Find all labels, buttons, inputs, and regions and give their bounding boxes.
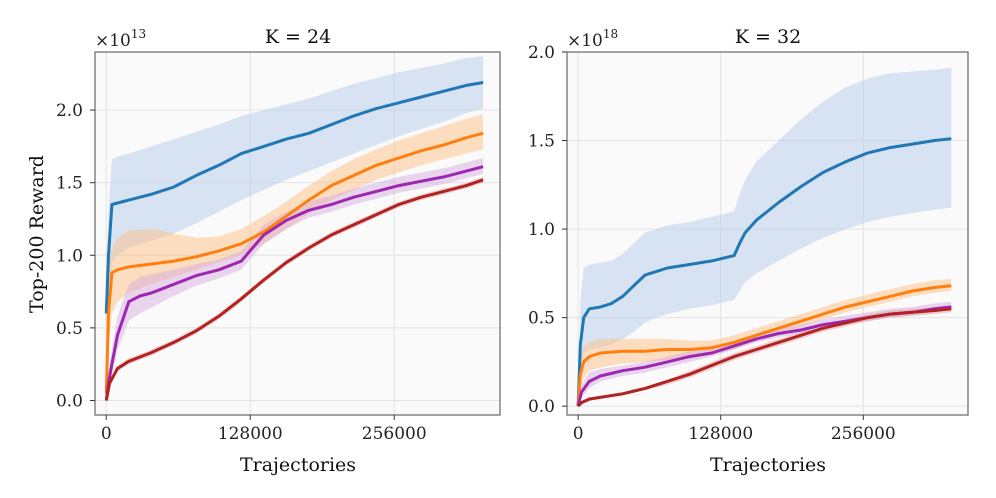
y-tick-label: 2.0 bbox=[56, 101, 83, 121]
y-tick-label: 1.0 bbox=[528, 220, 555, 240]
series-line-3 bbox=[577, 307, 952, 408]
y-multiplier: ×1018 bbox=[567, 27, 618, 51]
y-tick-label: 0.0 bbox=[528, 397, 555, 417]
x-tick-label: 128000 bbox=[688, 424, 753, 444]
series-line-0 bbox=[104, 81, 484, 314]
plot-background bbox=[95, 52, 500, 415]
chart-k24: 0 128000 256000 0.0 0.5 1.0 1.5 2.0 ×1013 K = 2… bbox=[26, 26, 501, 476]
y-multiplier-exponent: 18 bbox=[603, 27, 618, 41]
chart-title: K = 32 bbox=[735, 26, 801, 48]
x-tick-label: 128000 bbox=[218, 424, 283, 444]
x-tick-label: 256000 bbox=[362, 424, 427, 444]
y-axis-label: Top-200 Reward bbox=[26, 155, 48, 313]
confidence-band-0 bbox=[106, 56, 484, 343]
chart-k32: 0 128000 256000 0.0 0.5 1.0 1.5 2.0 ×1018 K = 3… bbox=[528, 26, 969, 476]
x-tick-label: 0 bbox=[101, 424, 112, 444]
series-line-1 bbox=[104, 131, 484, 394]
plot-frame bbox=[94, 51, 501, 416]
confidence-band-2 bbox=[106, 158, 484, 401]
y-tick-label: 1.5 bbox=[56, 174, 83, 194]
y-tick-label: 0.5 bbox=[528, 309, 555, 329]
plot-area: 0 128000 256000 0.0 0.5 1.0 1.5 2.0 bbox=[528, 43, 969, 444]
y-tick-label: 1.5 bbox=[528, 132, 555, 152]
series-line-0 bbox=[576, 137, 952, 407]
y-tick-label: 2.0 bbox=[528, 43, 555, 63]
plot-background bbox=[567, 52, 968, 415]
y-tick-label: 1.0 bbox=[56, 246, 83, 266]
y-tick-label: 0.0 bbox=[56, 391, 83, 411]
plot-frame bbox=[566, 51, 969, 416]
x-tick-label: 0 bbox=[573, 424, 584, 444]
confidence-band-0 bbox=[578, 67, 952, 407]
x-axis-label: Trajectories bbox=[240, 454, 356, 476]
y-multiplier-base: ×10 bbox=[95, 31, 131, 51]
series-line-3 bbox=[104, 178, 484, 401]
plot-area: 0 128000 256000 0.0 0.5 1.0 1.5 2.0 bbox=[56, 51, 501, 444]
x-tick-label: 256000 bbox=[831, 424, 896, 444]
y-tick-label: 0.5 bbox=[56, 319, 83, 339]
y-multiplier: ×1013 bbox=[95, 27, 146, 51]
series-line-2 bbox=[104, 165, 484, 401]
chart-title: K = 24 bbox=[265, 26, 331, 48]
y-multiplier-base: ×10 bbox=[567, 31, 603, 51]
x-axis-label: Trajectories bbox=[710, 454, 826, 476]
y-multiplier-exponent: 13 bbox=[131, 27, 146, 41]
series-line-1 bbox=[576, 284, 952, 407]
